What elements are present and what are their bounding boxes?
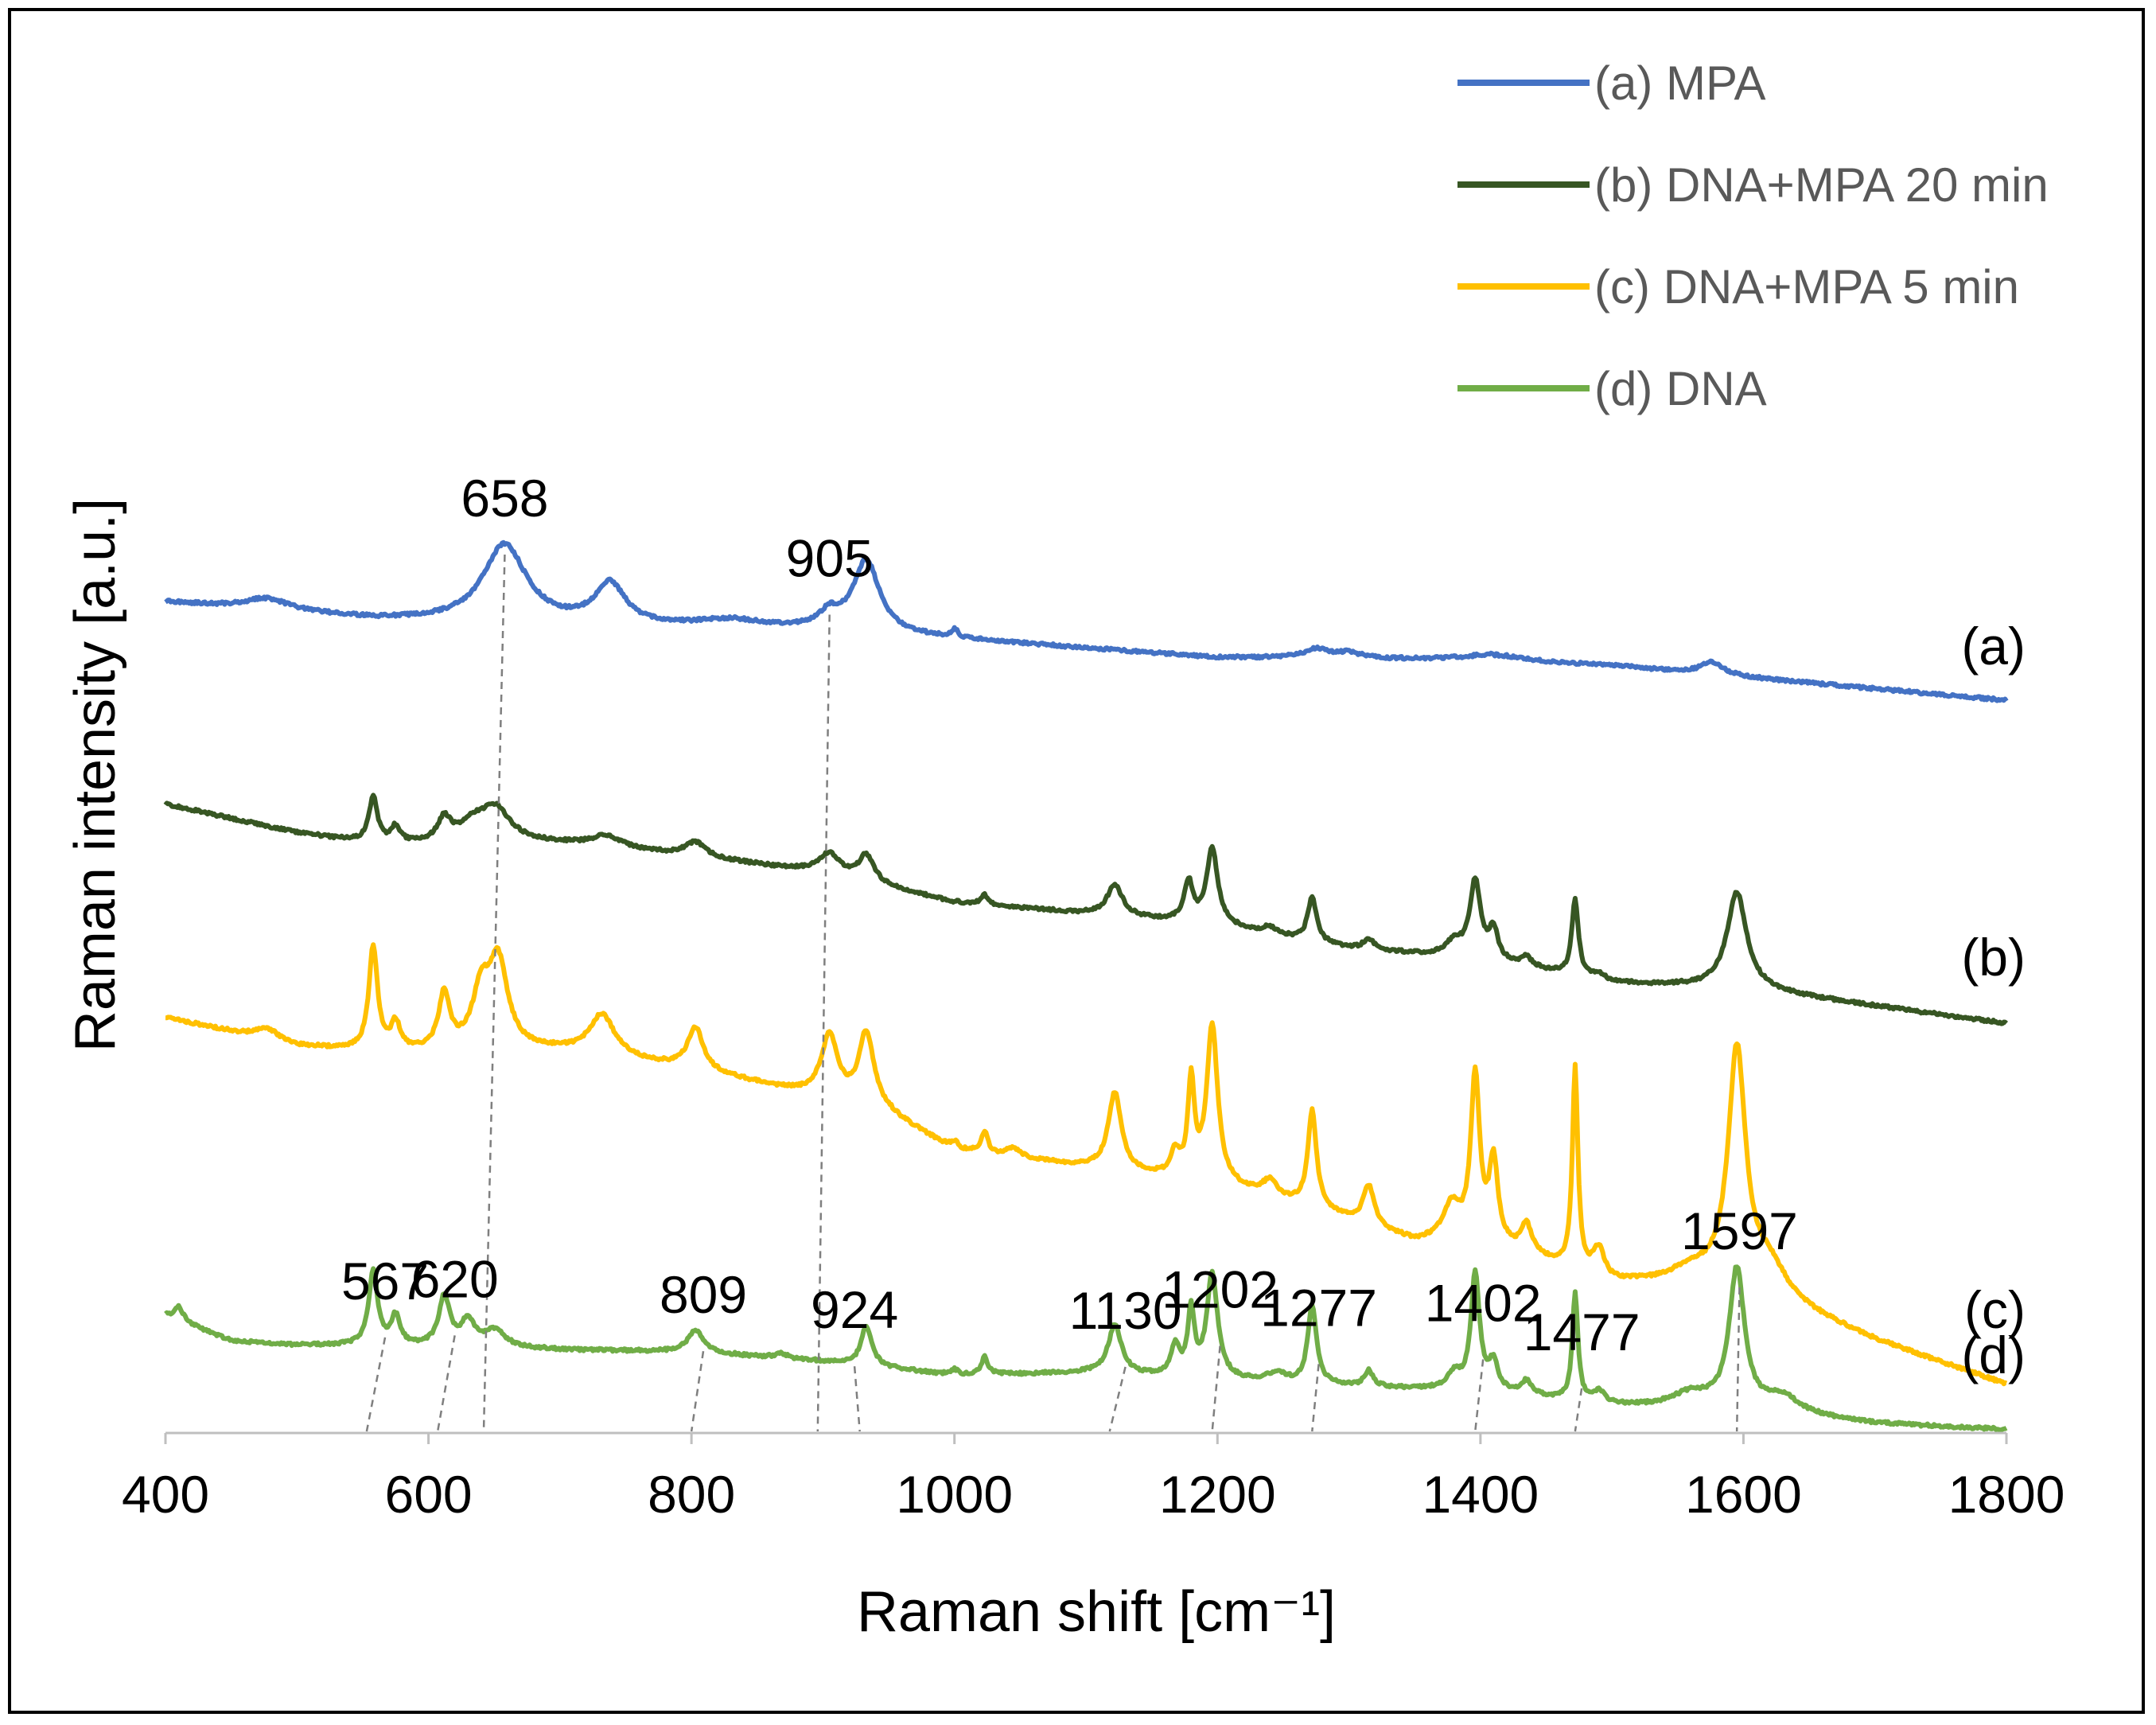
x-tick-label: 1600	[1685, 1465, 1802, 1524]
peak-label-924: 924	[811, 1280, 898, 1339]
curve-tag-a: (a)	[1961, 617, 2026, 676]
peak-marker-620	[436, 1335, 456, 1432]
peak-label-1277: 1277	[1260, 1278, 1377, 1337]
x-tick-label: 1800	[1948, 1465, 2065, 1524]
peak-label-620: 620	[411, 1249, 499, 1308]
peak-marker-809	[690, 1351, 705, 1432]
figure-frame: 400 600 800 1000 1200 1400 1600 1800 658 905 567 6…	[8, 8, 2145, 1714]
x-tick-label: 1400	[1422, 1465, 1539, 1524]
peak-marker-567	[365, 1337, 387, 1432]
legend: (a) MPA (b) DNA+MPA 20 min (c) DNA+MPA 5 m…	[1457, 56, 2049, 415]
x-axis: 400 600 800 1000 1200 1400 1600 1800	[122, 1431, 2065, 1524]
peak-label-1477: 1477	[1524, 1303, 1640, 1361]
x-tick-label: 800	[648, 1465, 735, 1524]
legend-entry-3: (c) DNA+MPA 5 min	[1594, 260, 2019, 313]
peak-label-1597: 1597	[1681, 1201, 1798, 1260]
peak-marker-658	[482, 554, 506, 1432]
spectra-curves	[163, 539, 2009, 1433]
x-tick-label: 600	[385, 1465, 473, 1524]
peak-marker-1277	[1311, 1364, 1320, 1432]
series-3-line	[164, 942, 2008, 1387]
curve-tags: (a) (b) (c)(d)	[1961, 617, 2026, 1384]
legend-entry-2: (b) DNA+MPA 20 min	[1594, 158, 2049, 212]
peak-marker-905	[816, 614, 831, 1432]
peak-label-658: 658	[461, 469, 548, 528]
peak-marker-1202	[1211, 1345, 1221, 1432]
peak-marker-1130	[1108, 1366, 1127, 1432]
curve-tag-d: (d)	[1961, 1326, 2026, 1384]
peak-marker-1597	[1735, 1287, 1741, 1432]
raman-spectra-chart: 400 600 800 1000 1200 1400 1600 1800 658 905 5676…	[64, 56, 2065, 1644]
peak-marker-1477	[1574, 1388, 1583, 1432]
peak-label-905: 905	[786, 528, 874, 587]
peak-label-1130: 1130	[1069, 1281, 1182, 1340]
series-1-line	[164, 539, 2009, 703]
x-tick-label: 400	[122, 1465, 209, 1524]
series-4-line	[164, 1264, 2008, 1433]
peak-label-809: 809	[660, 1265, 747, 1324]
peak-label-1202: 1202	[1162, 1260, 1278, 1319]
series-2-line	[163, 792, 2008, 1026]
legend-entry-1: (a) MPA	[1594, 56, 1766, 110]
peak-marker-lines	[365, 554, 1741, 1432]
x-axis-ticks: 400 600 800 1000 1200 1400 1600 1800	[122, 1433, 2065, 1524]
legend-entry-4: (d) DNA	[1594, 362, 1767, 415]
peak-marker-924	[853, 1366, 861, 1432]
peak-marker-1402	[1474, 1359, 1485, 1432]
curve-tag-b: (b)	[1961, 928, 2026, 987]
x-tick-label: 1000	[896, 1465, 1013, 1524]
curve-tag-c: (c)	[1964, 1280, 2026, 1339]
peak-label-567: 567	[341, 1252, 429, 1310]
x-tick-label: 1200	[1159, 1465, 1276, 1524]
x-axis-title: Raman shift [cm⁻¹]	[857, 1580, 1336, 1644]
peak-label-1402: 1402	[1425, 1274, 1542, 1333]
y-axis-title: Raman intensity [a.u.]	[64, 498, 127, 1052]
